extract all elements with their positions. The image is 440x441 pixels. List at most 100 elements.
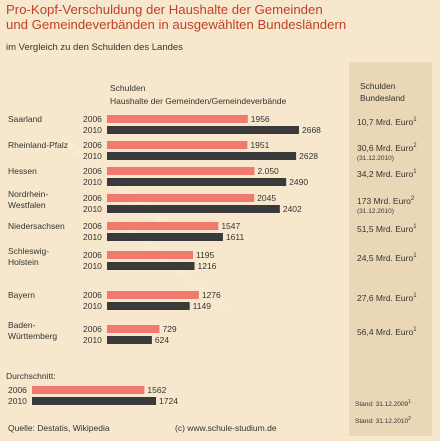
- bar-2010-5: [107, 262, 195, 270]
- bar-2006-0: [107, 115, 248, 123]
- value-label-2006-3: 2045: [257, 193, 276, 203]
- year-label-2006-0: 2006: [83, 114, 102, 124]
- row-label-6-0: Bayern: [8, 290, 35, 300]
- year-label-2010-1: 2010: [83, 151, 102, 161]
- left-header-line-1: Schulden: [110, 83, 146, 93]
- bar-2010-7: [107, 336, 152, 344]
- state-debt-sup-5: 1: [413, 253, 417, 259]
- row-label-1-0: Rheinland-Pfalz: [8, 140, 68, 150]
- state-debt-sup-4: 1: [413, 224, 417, 230]
- stand-note-2009-sup: 1: [408, 399, 411, 405]
- chart-subtitle: im Vergleich zu den Schulden des Landes: [6, 42, 183, 53]
- value-label-2006-1: 1951: [250, 140, 269, 150]
- chart-title-line-1: Pro-Kopf-Verschuldung der Haushalte der …: [6, 2, 323, 17]
- row-label-0-0: Saarland: [8, 114, 42, 124]
- average-bar-2010: [32, 397, 157, 405]
- bar-2006-3: [107, 194, 255, 202]
- year-label-2006-1: 2006: [83, 140, 102, 150]
- state-debt-4: 51,5 Mrd. Euro1: [357, 224, 417, 234]
- state-debt-3: 173 Mrd. Euro2: [357, 196, 415, 206]
- value-label-2010-0: 2668: [302, 125, 321, 135]
- state-debt-sup-6: 1: [413, 293, 417, 299]
- state-debt-value-1: 30,6 Mrd. Euro: [357, 143, 413, 153]
- state-debt-value-6: 27,6 Mrd. Euro: [357, 293, 413, 303]
- state-debt-sup-1: 2: [413, 143, 417, 149]
- value-label-2010-4: 1611: [226, 232, 245, 242]
- value-label-2006-6: 1276: [202, 290, 221, 300]
- bar-2006-6: [107, 291, 199, 299]
- row-label-7-1: Württemberg: [8, 331, 57, 341]
- year-label-2010-5: 2010: [83, 261, 102, 271]
- copyright-note: (c) www.schule-studium.de: [175, 423, 277, 433]
- state-debt-5: 24,5 Mrd. Euro1: [357, 253, 417, 263]
- state-debt-value-7: 56,4 Mrd. Euro: [357, 327, 413, 337]
- bar-2010-1: [107, 152, 297, 160]
- year-label-2010-0: 2010: [83, 125, 102, 135]
- state-debt-value-5: 24,5 Mrd. Euro: [357, 253, 413, 263]
- state-debt-0: 10,7 Mrd. Euro1: [357, 117, 417, 127]
- year-label-2010-6: 2010: [83, 301, 102, 311]
- state-debt-sup-2: 1: [413, 169, 417, 175]
- average-bar-2006: [32, 386, 145, 394]
- year-label-2006-2: 2006: [83, 166, 102, 176]
- bar-2006-2: [107, 167, 255, 175]
- state-debt-sup-0: 1: [413, 117, 417, 123]
- state-debt-6: 27,6 Mrd. Euro1: [357, 293, 417, 303]
- bar-2010-2: [107, 178, 287, 186]
- right-panel: [349, 62, 432, 436]
- row-label-2-0: Hessen: [8, 166, 37, 176]
- right-header-line-2: Bundesland: [360, 93, 405, 103]
- stand-note-2010-text: Stand: 31.12.2010: [355, 418, 409, 425]
- average-year-2006: 2006: [8, 385, 27, 395]
- year-label-2010-2: 2010: [83, 177, 102, 187]
- bar-2006-5: [107, 251, 193, 259]
- value-label-2010-6: 1149: [193, 301, 212, 311]
- left-header-line-2: Haushalte der Gemeinden/Gemeindeverbände: [110, 96, 287, 106]
- bar-2006-7: [107, 325, 160, 333]
- stand-note-2010: Stand: 31.12.20102: [355, 416, 411, 425]
- row-label-5-0: Schleswig-: [8, 246, 49, 256]
- value-label-2010-2: 2490: [289, 177, 308, 187]
- value-label-2006-4: 1547: [221, 221, 240, 231]
- year-label-2010-7: 2010: [83, 335, 102, 345]
- value-label-2006-7: 729: [162, 324, 176, 334]
- right-header-line-1: Schulden: [360, 81, 396, 91]
- state-debt-value-4: 51,5 Mrd. Euro: [357, 224, 413, 234]
- value-label-2006-5: 1195: [196, 250, 215, 260]
- state-debt-value-3: 173 Mrd. Euro: [357, 196, 411, 206]
- year-label-2010-4: 2010: [83, 232, 102, 242]
- bar-2010-4: [107, 233, 223, 241]
- stand-note-2010-sup: 2: [408, 416, 411, 422]
- value-label-2010-1: 2628: [299, 151, 318, 161]
- stand-note-2009-text: Stand: 31.12.2009: [355, 401, 409, 408]
- state-debt-sup-3: 2: [411, 196, 415, 202]
- source-note: Quelle: Destatis, Wikipedia: [8, 423, 110, 433]
- row-label-3-1: Westfalen: [8, 200, 46, 210]
- state-debt-1: 30,6 Mrd. Euro2: [357, 143, 417, 153]
- year-label-2006-7: 2006: [83, 324, 102, 334]
- year-label-2010-3: 2010: [83, 204, 102, 214]
- row-label-7-0: Baden-: [8, 320, 36, 330]
- state-debt-sup-7: 1: [413, 327, 417, 333]
- value-label-2010-5: 1216: [198, 261, 217, 271]
- bar-2010-3: [107, 205, 280, 213]
- bar-2010-0: [107, 126, 299, 134]
- bar-2006-1: [107, 141, 248, 149]
- value-label-2010-7: 624: [155, 335, 169, 345]
- year-label-2006-3: 2006: [83, 193, 102, 203]
- value-label-2006-2: 2.050: [258, 166, 280, 176]
- row-label-5-1: Holstein: [8, 257, 39, 267]
- state-debt-note-3: (31.12.2010): [357, 208, 394, 215]
- state-debt-note-1: (31.12.2010): [357, 155, 394, 162]
- row-label-4-0: Niedersachsen: [8, 221, 65, 231]
